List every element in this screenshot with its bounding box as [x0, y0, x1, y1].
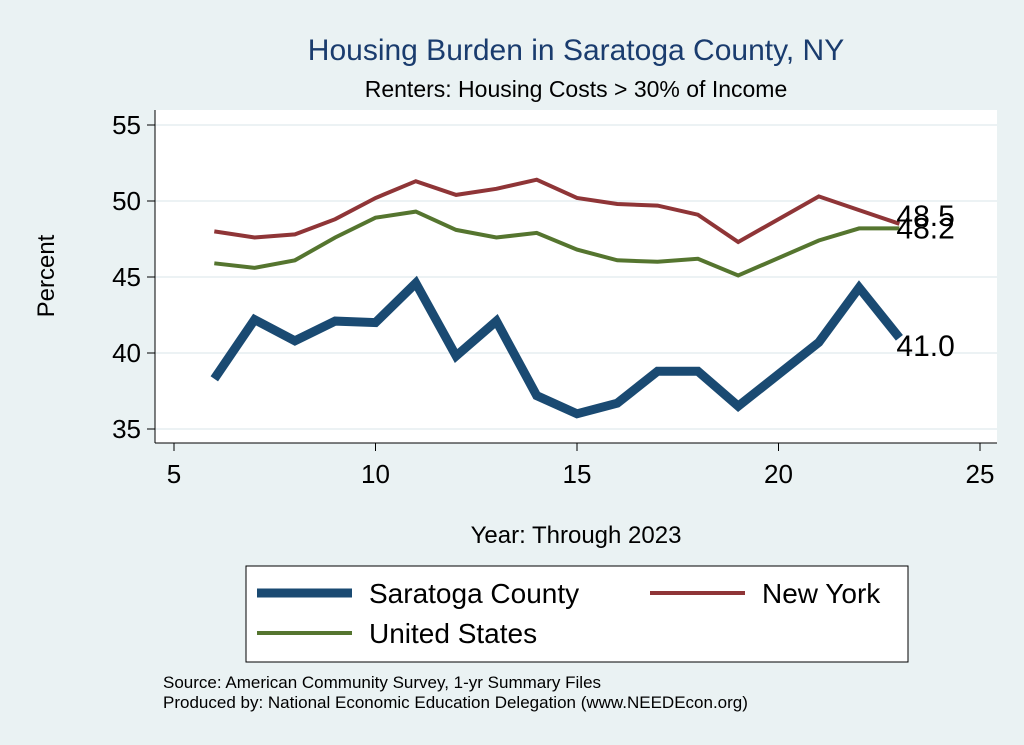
legend-label-new-york: New York [762, 578, 881, 609]
grid-lines [155, 124, 997, 430]
source-line-1: Source: American Community Survey, 1-yr … [163, 673, 601, 692]
x-tick-label-10: 10 [361, 459, 390, 489]
y-tick-label-50: 50 [112, 186, 141, 216]
series-line-united-states [214, 209, 900, 278]
chart-subtitle: Renters: Housing Costs > 30% of Income [365, 76, 788, 102]
series-line-new-york [214, 177, 901, 245]
end-label-new-york: 48.5 [896, 200, 954, 233]
series-lines [210, 177, 903, 419]
end-label-saratoga-county: 41.0 [896, 330, 954, 363]
y-tick-label-40: 40 [112, 338, 141, 368]
x-tick-label-25: 25 [966, 459, 995, 489]
end-label-united-states: 48.2 [896, 212, 954, 245]
legend-box [245, 565, 909, 663]
y-tick-label-55: 55 [112, 110, 141, 140]
y-axis-title: Percent [33, 234, 60, 317]
y-tick-label-35: 35 [112, 414, 141, 444]
series-line-saratoga-county [210, 275, 903, 419]
y-tick-label-45: 45 [112, 262, 141, 292]
end-labels: 41.0 48.548.2 [896, 200, 954, 363]
x-axis-title: Year: Through 2023 [471, 522, 682, 549]
x-tick-label-20: 20 [764, 459, 793, 489]
source-line-2: Produced by: National Economic Education… [163, 693, 748, 712]
x-tick-label-15: 15 [563, 459, 592, 489]
legend: Saratoga County New York United States [257, 578, 881, 649]
legend-label-united-states: United States [369, 618, 537, 649]
x-tick-label-5: 5 [167, 459, 181, 489]
legend-label-saratoga-county: Saratoga County [369, 578, 579, 609]
chart-title: Housing Burden in Saratoga County, NY [308, 34, 844, 67]
